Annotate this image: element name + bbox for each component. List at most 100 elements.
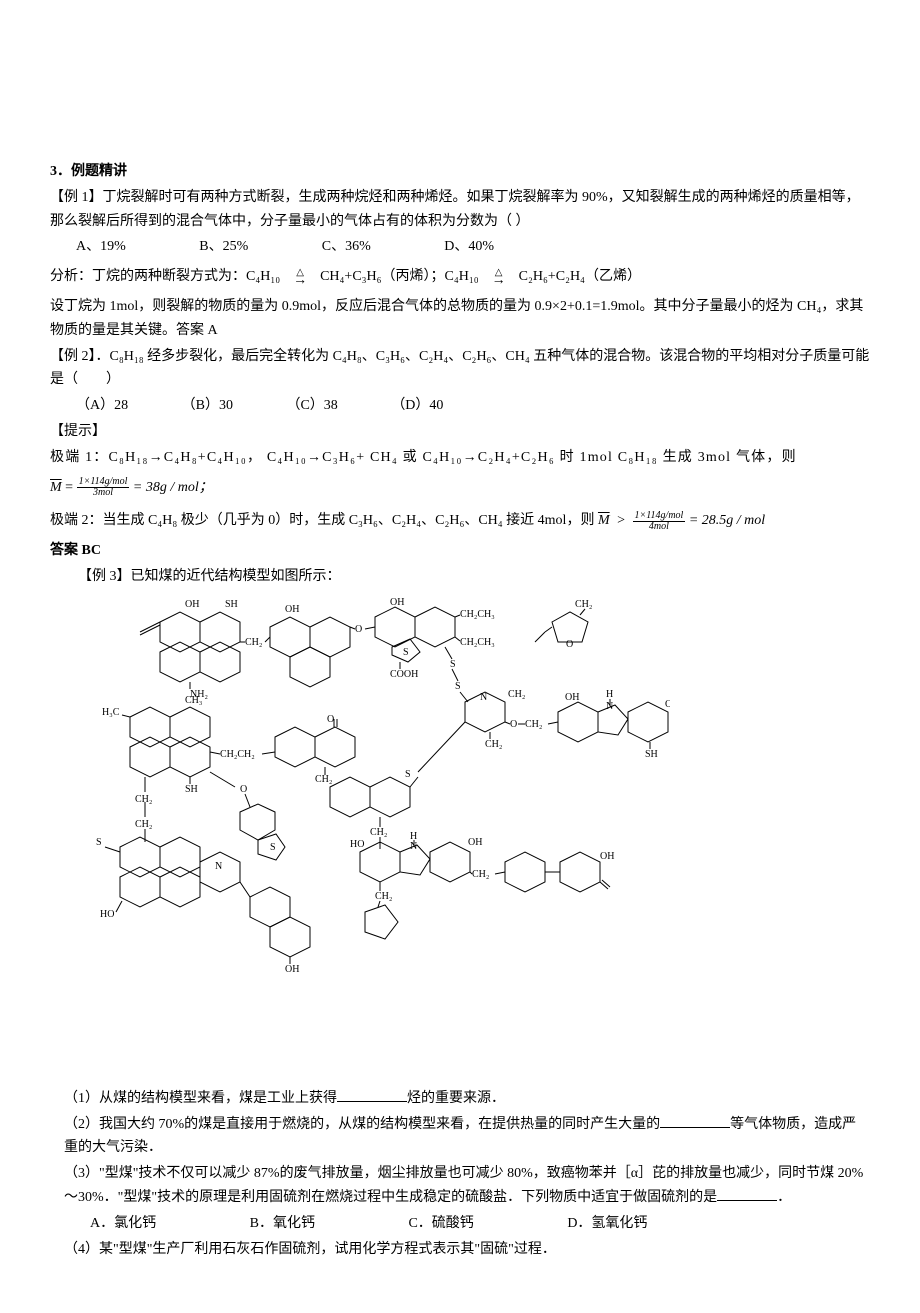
q2-text: （2）我国大约 70%的煤是直接用于燃烧的，从煤的结构模型来看，在提供热量的同时… (64, 1117, 660, 1132)
svg-text:O: O (355, 624, 362, 635)
analysis-text2: CH₄+C₃H₆（丙烯）；C₄H₁₀ (320, 269, 479, 284)
analysis-label: 分析： (50, 269, 92, 284)
extreme1-text: 极端 1：C₈H₁₈→C₄H₈+C₄H₁₀， C₄H₁₀→C₃H₆+ CH₄ 或… (50, 446, 870, 470)
svg-text:CH₂CH₂: CH₂CH₂ (220, 749, 255, 760)
svg-text:OH: OH (285, 604, 299, 615)
example2-text: C₈H₁₈ 经多步裂化，最后完全转化为 C₄H₈、C₃H₆、C₂H₄、C₂H₆、… (50, 349, 869, 388)
example2-label: 【例 2】． (50, 349, 110, 364)
svg-text:CH₂: CH₂ (472, 869, 489, 880)
option-b: B、25% (199, 235, 248, 259)
option-d: D．氢氧化钙 (567, 1212, 647, 1236)
q1: （1）从煤的结构模型来看，煤是工业上获得烃的重要来源． (50, 1087, 870, 1111)
q3-end: ． (777, 1190, 791, 1205)
svg-text:N: N (215, 861, 222, 872)
svg-text:S: S (270, 842, 276, 853)
svg-text:H₃C: H₃C (102, 707, 120, 718)
example3-intro-text: 已知煤的近代结构模型如图所示： (131, 569, 341, 584)
svg-text:CH₂: CH₂ (370, 827, 387, 838)
formula2-result: = 28.5g / mol (689, 513, 765, 528)
svg-text:CH₂: CH₂ (135, 819, 152, 830)
svg-text:COOH: COOH (390, 669, 418, 680)
q3: （3）"型煤"技术不仅可以减少 87%的废气排放量，烟尘排放量也可减少 80%，… (50, 1162, 870, 1210)
example1-options: A、19% B、25% C、36% D、40% (50, 235, 870, 259)
svg-text:O: O (510, 719, 517, 730)
section-title: 例题精讲 (71, 164, 127, 179)
example3-intro: 【例 3】已知煤的近代结构模型如图所示： (50, 565, 870, 589)
option-b: B．氧化钙 (250, 1212, 315, 1236)
svg-text:S: S (455, 681, 461, 692)
delta-arrow-icon: △→ (280, 269, 320, 285)
q4-text: （4）某"型煤"生产厂利用石灰石作固硫剂，试用化学方程式表示其"固硫"过程． (64, 1242, 556, 1257)
extreme2-text: 极端 2：当生成 C₄H₈ 极少（几乎为 0）时，生成 C₃H₆、C₂H₄、C₂… (50, 513, 594, 528)
blank-fill (660, 1114, 730, 1128)
svg-text:OH: OH (185, 599, 199, 610)
svg-text:CH₂: CH₂ (525, 719, 542, 730)
blank-fill (337, 1088, 407, 1102)
formula1: M = 1×114g/mol 3mol = 38g / mol； (50, 476, 870, 500)
option-a: （A）28 (76, 394, 128, 418)
example2-question: 【例 2】．C₈H₁₈ 经多步裂化，最后完全转化为 C₄H₈、C₃H₆、C₂H₄… (50, 345, 870, 393)
svg-text:SH: SH (185, 784, 198, 795)
q1-text: （1）从煤的结构模型来看，煤是工业上获得 (64, 1091, 337, 1106)
numerator: 1×114g/mol (633, 511, 686, 522)
option-a: A、19% (76, 235, 126, 259)
svg-text:CH₂: CH₂ (315, 774, 332, 785)
svg-text:CH₂: CH₂ (245, 637, 262, 648)
example3-label: 【例 3】 (78, 569, 131, 584)
svg-text:HO: HO (350, 839, 364, 850)
delta-arrow-icon: △→ (479, 269, 519, 285)
extreme2-line: 极端 2：当生成 C₄H₈ 极少（几乎为 0）时，生成 C₃H₆、C₂H₄、C₂… (50, 509, 870, 533)
example2-options: （A）28 （B）30 （C）38 （D）40 (50, 394, 870, 418)
section-header: 3．例题精讲 (50, 160, 870, 184)
option-c: C、36% (322, 235, 371, 259)
formula1-result: = 38g / mol； (133, 480, 213, 495)
svg-text:O: O (566, 639, 573, 650)
svg-text:O: O (327, 714, 334, 725)
example1-analysis-line2: 设丁烷为 1mol，则裂解的物质的量为 0.9mol，反应后混合气体的总物质的量… (50, 295, 870, 343)
m-bar: M (598, 513, 610, 528)
example1-label: 【例 1】 (50, 190, 103, 205)
svg-text:CH₂: CH₂ (485, 739, 502, 750)
option-d: D、40% (444, 235, 494, 259)
svg-text:CH₃: CH₃ (185, 695, 202, 706)
svg-text:OH: OH (600, 851, 614, 862)
svg-text:S: S (405, 769, 411, 780)
blank-fill (717, 1187, 777, 1201)
svg-text:CH₂CH₃: CH₂CH₃ (460, 609, 495, 620)
fraction-1: 1×114g/mol 3mol (77, 477, 130, 498)
svg-text:S: S (96, 837, 102, 848)
section-number: 3． (50, 164, 71, 179)
option-d: （D）40 (391, 394, 443, 418)
q2: （2）我国大约 70%的煤是直接用于燃烧的，从煤的结构模型来看，在提供热量的同时… (50, 1113, 870, 1161)
analysis-text3: C₂H₆+C₂H₄（乙烯） (519, 269, 641, 284)
svg-text:OH: OH (665, 699, 670, 710)
example1-text: 丁烷裂解时可有两种方式断裂，生成两种烷烃和两种烯烃。如果丁烷裂解率为 90%，又… (50, 190, 860, 229)
svg-text:CH₂: CH₂ (575, 599, 592, 610)
gt-sign: > (613, 513, 629, 528)
svg-text:CH₂: CH₂ (135, 794, 152, 805)
denominator: 3mol (77, 488, 130, 498)
svg-text:N: N (480, 692, 487, 703)
q3-options: A．氯化钙 B．氧化钙 C．硫酸钙 D．氢氧化钙 (50, 1212, 870, 1236)
example1-analysis-line1: 分析：丁烷的两种断裂方式为：C₄H₁₀△→CH₄+C₃H₆（丙烯）；C₄H₁₀△… (50, 265, 870, 289)
svg-text:HO: HO (100, 909, 114, 920)
example2-answer: 答案 BC (50, 539, 870, 563)
svg-text:SH: SH (645, 749, 658, 760)
svg-text:S: S (450, 659, 456, 670)
analysis-text1: 丁烷的两种断裂方式为：C₄H₁₀ (92, 269, 280, 284)
fraction-2: 1×114g/mol 4mol (633, 511, 686, 532)
svg-text:OH: OH (285, 964, 299, 975)
option-b: （B）30 (182, 394, 233, 418)
svg-text:O: O (240, 784, 247, 795)
hint-label: 【提示】 (50, 420, 870, 444)
denominator: 4mol (633, 522, 686, 532)
coal-structure-diagram: OH SH NH₂ CH₂ OH O S OH C (90, 597, 670, 1079)
option-c: C．硫酸钙 (408, 1212, 473, 1236)
analysis-p2: 设丁烷为 1mol，则裂解的物质的量为 0.9mol，反应后混合气体的总物质的量… (50, 299, 863, 338)
svg-text:OH: OH (390, 597, 404, 608)
example1-question: 【例 1】丁烷裂解时可有两种方式断裂，生成两种烷烃和两种烯烃。如果丁烷裂解率为 … (50, 186, 870, 234)
option-a: A．氯化钙 (90, 1212, 156, 1236)
option-c: （C）38 (286, 394, 337, 418)
svg-text:CH₂: CH₂ (508, 689, 525, 700)
svg-text:S: S (403, 647, 409, 658)
